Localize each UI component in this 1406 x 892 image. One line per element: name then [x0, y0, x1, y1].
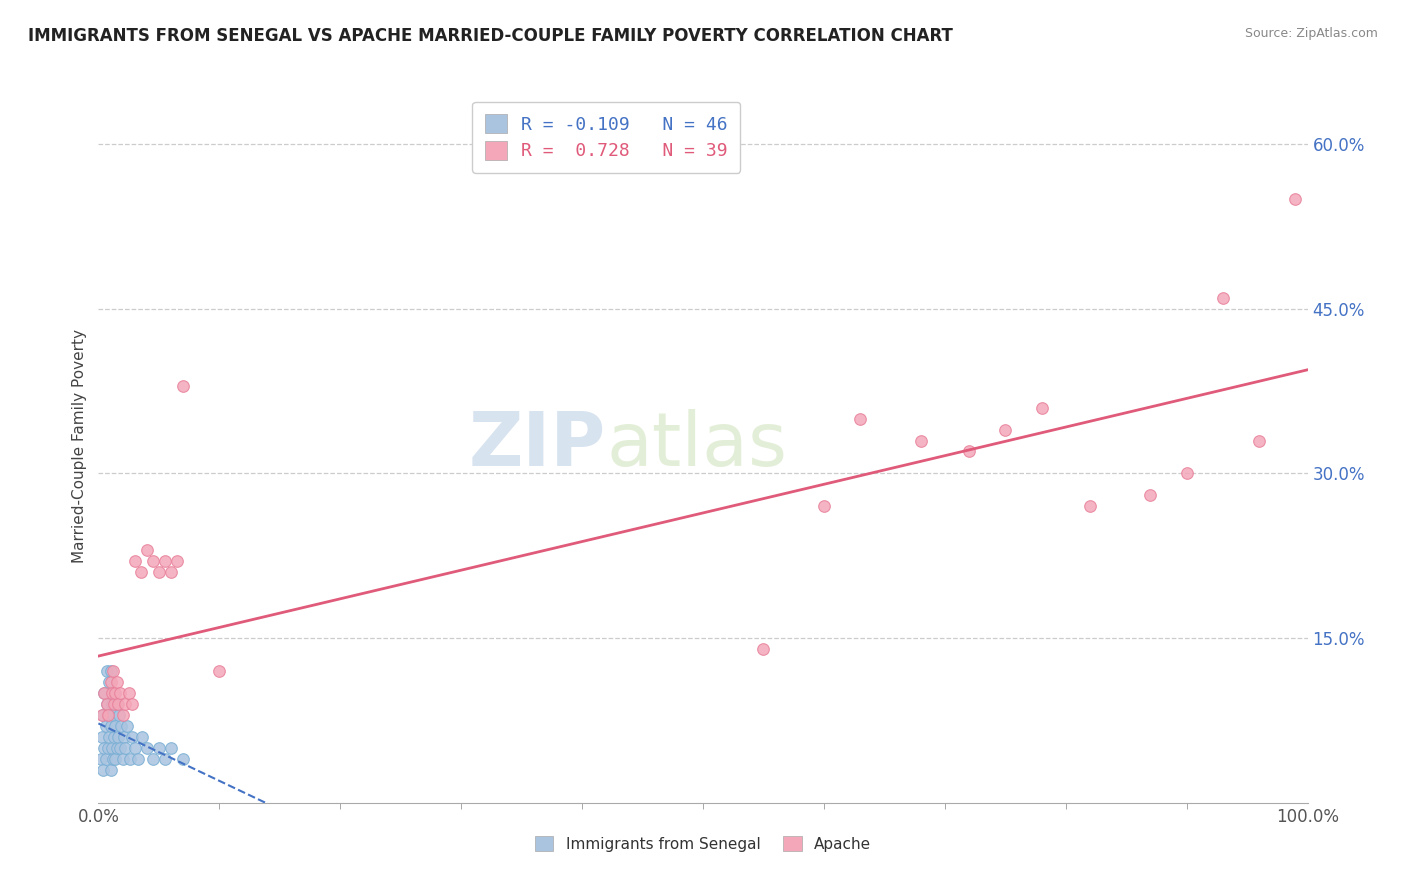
Point	[97, 740, 120, 755]
Point	[110, 719, 132, 733]
Point	[103, 686, 125, 700]
Point	[849, 411, 872, 425]
Point	[104, 686, 127, 700]
Point	[94, 752, 117, 766]
Point	[118, 686, 141, 700]
Point	[104, 752, 127, 766]
Point	[91, 763, 114, 777]
Point	[142, 554, 165, 568]
Y-axis label: Married-Couple Family Poverty: Married-Couple Family Poverty	[72, 329, 87, 563]
Point	[97, 708, 120, 723]
Text: atlas: atlas	[606, 409, 787, 483]
Point	[105, 697, 128, 711]
Text: IMMIGRANTS FROM SENEGAL VS APACHE MARRIED-COUPLE FAMILY POVERTY CORRELATION CHAR: IMMIGRANTS FROM SENEGAL VS APACHE MARRIE…	[28, 27, 953, 45]
Point	[118, 752, 141, 766]
Point	[111, 752, 134, 766]
Point	[160, 566, 183, 580]
Point	[172, 378, 194, 392]
Point	[100, 664, 122, 678]
Point	[1078, 500, 1101, 514]
Point	[1139, 488, 1161, 502]
Point	[91, 730, 114, 744]
Point	[208, 664, 231, 678]
Point	[91, 708, 114, 723]
Point	[108, 740, 131, 755]
Point	[105, 675, 128, 690]
Point	[129, 566, 152, 580]
Point	[96, 697, 118, 711]
Point	[108, 708, 131, 723]
Point	[98, 675, 121, 690]
Point	[1212, 291, 1234, 305]
Point	[114, 740, 136, 755]
Point	[117, 719, 139, 733]
Legend: Immigrants from Senegal, Apache: Immigrants from Senegal, Apache	[527, 828, 879, 859]
Point	[142, 752, 165, 766]
Point	[135, 740, 157, 755]
Text: Source: ZipAtlas.com: Source: ZipAtlas.com	[1244, 27, 1378, 40]
Point	[91, 708, 114, 723]
Point	[121, 730, 143, 744]
Point	[1031, 401, 1053, 415]
Point	[148, 740, 170, 755]
Point	[100, 740, 122, 755]
Point	[124, 740, 146, 755]
Point	[166, 554, 188, 568]
Point	[994, 423, 1017, 437]
Point	[100, 719, 122, 733]
Point	[101, 752, 124, 766]
Point	[108, 686, 131, 700]
Point	[172, 752, 194, 766]
Point	[127, 752, 149, 766]
Point	[100, 763, 122, 777]
Point	[153, 554, 176, 568]
Point	[114, 697, 136, 711]
Point	[124, 554, 146, 568]
Point	[813, 500, 835, 514]
Point	[100, 675, 122, 690]
Point	[112, 730, 135, 744]
Point	[98, 730, 121, 744]
Point	[111, 708, 134, 723]
Point	[97, 708, 120, 723]
Point	[96, 697, 118, 711]
Point	[101, 664, 124, 678]
Point	[160, 740, 183, 755]
Text: ZIP: ZIP	[470, 409, 606, 483]
Point	[103, 697, 125, 711]
Point	[90, 752, 112, 766]
Point	[101, 708, 124, 723]
Point	[93, 686, 115, 700]
Point	[105, 740, 128, 755]
Point	[96, 664, 118, 678]
Point	[153, 752, 176, 766]
Point	[131, 730, 153, 744]
Point	[957, 444, 980, 458]
Point	[121, 697, 143, 711]
Point	[107, 730, 129, 744]
Point	[148, 566, 170, 580]
Point	[93, 740, 115, 755]
Point	[100, 697, 122, 711]
Point	[103, 730, 125, 744]
Point	[135, 543, 157, 558]
Point	[100, 686, 122, 700]
Point	[1284, 192, 1306, 206]
Point	[752, 642, 775, 657]
Point	[1249, 434, 1271, 448]
Point	[910, 434, 932, 448]
Point	[94, 719, 117, 733]
Point	[1175, 467, 1198, 481]
Point	[104, 719, 127, 733]
Point	[93, 686, 115, 700]
Point	[107, 697, 129, 711]
